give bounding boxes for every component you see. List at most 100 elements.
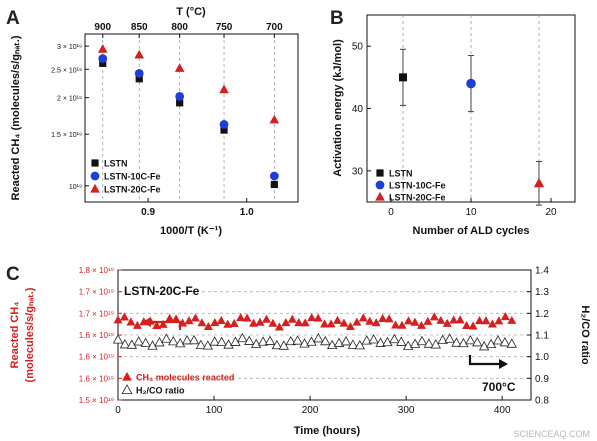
panel-c-left-tick-label: 1.7 × 10¹⁹ [79,309,114,318]
panel-c-point-ch-molecules-reacted [320,319,330,328]
panel-c-point-ch-molecules-reacted [494,316,504,325]
panel-a-point-lstn-20c-fe [97,44,108,53]
panel-b-point-lstn-20c-fe [533,177,545,188]
panel-c-point-ch-molecules-reacted [287,314,297,323]
panel-c-point-ch-molecules-reacted [171,314,181,323]
panel-c-point-h-co-ratio [396,336,407,346]
panel-b-y-axis-title: Activation energy (kJ/mol) [332,39,344,177]
panel-c-point-ch-molecules-reacted [378,313,388,323]
panel-a-point-lstn [135,75,143,83]
panel-b-y-tick-label: 50 [352,42,364,53]
panel-c-point-h-co-ratio [313,333,324,343]
panel-b-x-tick-label: 10 [465,207,477,218]
panel-c-left-axis-arrowhead [142,317,151,327]
panel-a-point-lstn-20c-fe [134,49,145,59]
panel-c-point-h-co-ratio [181,335,193,345]
panel-c-point-h-co-ratio [278,340,289,350]
panel-c-x-tick-label: 300 [398,405,415,416]
panel-c-point-h-co-ratio [382,336,393,347]
panel-c-left-axis-arrow [150,320,182,330]
panel-c-right-tick-label: 1.0 [535,352,549,363]
panel-c-legend-marker [122,371,132,381]
panel-a-x-tick-label: 0.9 [141,207,155,218]
panel-a-y-tick-label: 2 × 10¹⁹ [57,96,82,103]
panel-b-x-axis-title: Number of ALD cycles [413,225,530,237]
panel-a-legend-label: LSTN-10C-Fe [104,172,161,182]
panel-c-point-ch-molecules-reacted [416,320,426,329]
panel-c-point-h-co-ratio [161,333,172,343]
panel-c-point-h-co-ratio [437,334,448,344]
panel-c-point-h-co-ratio [264,335,276,345]
panel-c-point-ch-molecules-reacted [165,313,175,322]
panel-c-point-ch-molecules-reacted [332,315,342,324]
panel-c-point-ch-molecules-reacted [429,312,439,321]
panel-b-y-tick-label: 30 [352,166,364,177]
panel-c-point-ch-molecules-reacted [358,313,368,322]
panel-c-point-h-co-ratio [306,336,317,346]
panel-c-left-tick-label: 1.6 × 10¹⁹ [79,374,114,383]
panel-c-chart: 0.8 0.9 1.0 1.1 1.2 1.3 1.4 1.8 × 10¹⁹ 1.7 × 10¹… [9,266,591,438]
panel-c-left-axis-title-line1: Reacted CH₄ [9,302,21,369]
panel-c-point-h-co-ratio [140,337,151,347]
panel-c-point-ch-molecules-reacted [455,315,465,324]
panel-b-legend-marker [375,180,385,190]
panel-c-point-ch-molecules-reacted [410,317,420,326]
panel-a-legend-label: LSTN-20C-Fe [104,185,161,195]
panel-c-point-ch-molecules-reacted [229,318,239,328]
panel-c-point-h-co-ratio [244,335,255,345]
panel-a-point-lstn-10c-fe [269,171,279,181]
panel-a-legend-marker [90,171,100,181]
panel-a-chart: 900 850 800 750 700 0.9 1.0 3 × 10¹⁹ 2.5 × 10¹⁹ 2… [10,6,299,237]
panel-a-frame [84,33,299,203]
panel-b-legend-marker [376,169,384,177]
panel-c-point-ch-molecules-reacted [197,318,207,327]
panel-c-point-h-co-ratio [368,334,379,344]
panel-a-y-tick-label: 2.5 × 10¹⁹ [51,67,82,74]
panel-c-x-axis-title: Time (hours) [294,425,361,437]
panel-c-point-ch-molecules-reacted [345,321,355,331]
panel-a-top-tick-label: 900 [94,22,111,33]
panel-c-point-h-co-ratio [361,335,372,345]
panel-a-y-axis-title: Reacted CH₄ (molecules/s/gₙₐₜ.) [10,35,22,200]
panel-c-temperature-annotation: 700°C [482,380,516,394]
panel-c-point-ch-molecules-reacted [397,320,407,329]
panel-c-point-ch-molecules-reacted [487,319,497,328]
panel-c-point-ch-molecules-reacted [190,313,200,322]
panel-c-point-ch-molecules-reacted [113,315,123,324]
panel-a-legend: LSTN LSTN-10C-Fe LSTN-20C-Fe [90,159,161,195]
watermark: SCIENCEAQ.COM [513,429,590,439]
panel-a-legend-label: LSTN [104,159,128,169]
panel-c-point-ch-molecules-reacted [203,321,213,331]
panel-c-point-h-co-ratio [465,334,476,345]
panel-c-point-ch-molecules-reacted [223,319,233,328]
panel-c-point-h-co-ratio [320,335,331,346]
panel-c-left-tick-label: 1.5 × 10¹⁹ [79,396,114,405]
panel-b-y-tick-label: 40 [352,104,364,115]
panel-b-point-lstn-10c-fe [466,78,476,89]
panel-c-point-ch-molecules-reacted [468,321,478,330]
panel-c-point-ch-molecules-reacted [126,317,136,326]
panel-c-point-h-co-ratio [416,335,428,346]
panel-c-left-tick-label: 1.8 × 10¹⁹ [79,266,114,275]
panel-c-point-h-co-ratio [423,338,435,348]
panel-c-point-ch-molecules-reacted [261,314,271,323]
panel-b-legend-label: LSTN-20C-Fe [389,193,446,203]
panel-a-point-lstn-10c-fe [134,69,144,78]
panel-c-left-axis-title-line2: (molecules/s/gₙₐₜ.) [24,287,36,382]
panel-c-point-h-co-ratio [409,338,421,348]
panel-c-point-ch-molecules-reacted [404,316,414,325]
panel-c-point-ch-molecules-reacted [268,318,278,327]
panel-c-legend-marker [121,384,133,395]
panel-c-point-ch-molecules-reacted [436,315,446,324]
panel-c-point-ch-molecules-reacted [119,312,129,321]
panel-c-point-h-co-ratio [354,339,365,350]
panel-a-top-tick-label: 700 [266,22,283,33]
panel-b-legend-marker [375,191,385,201]
panel-a-x-tick-label: 1.0 [240,207,254,218]
panel-c-point-ch-molecules-reacted [236,313,246,322]
panel-c-point-h-co-ratio [451,337,462,347]
panel-c-point-ch-molecules-reacted [249,318,259,327]
panel-c-point-ch-molecules-reacted [462,320,472,330]
panel-c-point-h-co-ratio [333,337,345,347]
panel-c-point-h-co-ratio [112,334,124,344]
